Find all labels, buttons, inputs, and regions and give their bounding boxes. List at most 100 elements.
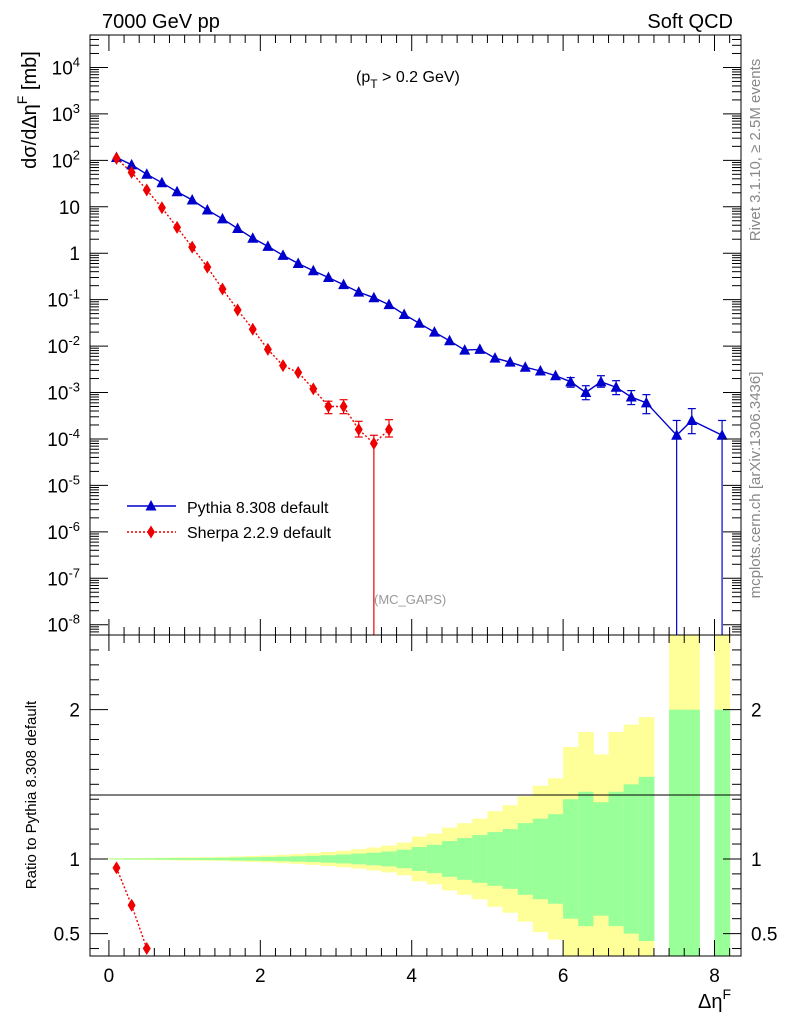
pythia-point [489,352,501,363]
main-y-tick-label: 10 [59,198,80,219]
pythia-point [186,193,198,205]
ratio-inner-band [502,829,519,889]
main-y-tick-label: 104 [52,54,80,79]
ratio-inner-band [547,814,564,904]
pythia-point [201,204,213,215]
ratio-inner-band [336,854,352,864]
legend: Pythia 8.308 default Sherpa 2.2.9 defaul… [127,500,332,542]
pythia-point [610,381,622,392]
pythia-point [353,286,365,297]
legend-pythia-marker [145,500,157,511]
ratio-x-axis: 0 2 4 6 8 [104,635,731,987]
ratio-y-tick-label: 2 [69,701,80,722]
pythia-point [474,343,486,354]
main-y-axis: 10-8 10-7 10-6 10-5 10-4 10-3 10-2 10-1 1 10 102 10… [47,34,741,637]
main-y-tick-label: 10-1 [47,287,80,312]
ratio-inner-band [366,852,382,866]
ratio-inner-band [714,709,731,956]
pythia-point [216,212,228,224]
ratio-inner-band [154,858,170,860]
sherpa-point [127,165,136,179]
pythia-point [625,391,637,402]
main-panel: 10-8 10-7 10-6 10-5 10-4 10-3 10-2 10-1 1 10 102 10… [47,34,742,637]
ratio-y-tick-label-right: 2 [751,701,762,722]
ratio-inner-band [396,849,413,869]
sherpa-line [116,157,390,445]
ratio-inner-band [563,799,579,919]
pythia-point [277,249,289,260]
ratio-inner-band [487,832,504,886]
main-y-tick-label: 10-4 [47,426,80,451]
pythia-point [232,222,244,234]
ratio-y-tick-label-right: 0.5 [751,925,777,946]
ratio-inner-band [351,853,367,865]
gaps-annotation: (MC_GAPS) [374,592,446,607]
sherpa-point [309,382,318,396]
legend-sherpa-label: Sherpa 2.2.9 default [187,525,332,542]
pythia-point [459,344,471,355]
sherpa-point [203,260,212,274]
main-x-ticks [108,35,731,635]
pythia-point [428,326,440,337]
beam-label: 7000 GeV pp [102,11,220,33]
main-y-tick-label: 10-5 [47,472,80,497]
ratio-inner-band [260,857,276,861]
ratio-inner-band [608,791,625,927]
ratio-inner-band [669,709,685,956]
sherpa-point [369,436,378,450]
ratio-y-tick-label: 0.5 [54,925,80,946]
pythia-point [141,168,153,179]
ratio-inner-band [593,802,610,916]
sherpa-point [142,183,151,197]
main-y-tick-label: 10-3 [47,380,80,405]
ratio-series-group [112,861,151,956]
main-y-tick-label: 10-6 [47,519,80,544]
x-tick-label: 6 [558,966,569,987]
pythia-point [368,291,380,303]
pythia-point [262,240,274,251]
ratio-inner-band [532,818,549,900]
main-y-tick-label: 102 [52,147,80,172]
pythia-point [247,232,259,243]
main-series-group [110,151,728,635]
ratio-y-axis: 0.5 0.5 1 1 2 2 [54,649,777,950]
ratio-inner-band [124,858,140,860]
ratio-inner-band [184,858,201,860]
ratio-inner-band [108,858,125,860]
pythia-point [126,158,138,170]
ratio-inner-band [472,835,488,883]
pythia-point [398,308,410,319]
xlabel: ΔηF [698,986,731,1013]
pythia-point [383,298,395,310]
ratio-sherpa-point [142,942,151,956]
source-label: mcplots.cern.ch [arXiv:1306.3436] [747,372,764,599]
sherpa-point [339,399,348,413]
pythia-point [534,365,546,376]
pythia-point [640,396,652,408]
ratio-sherpa-point [112,861,121,875]
sherpa-point [157,201,166,215]
x-tick-label: 2 [255,966,266,987]
ratio-inner-band [199,857,216,860]
ratio-bands [108,635,731,956]
pythia-point [444,334,456,346]
x-tick-label: 0 [104,966,115,987]
sherpa-point [324,399,333,413]
pythia-point [519,361,531,372]
main-frame [89,34,742,636]
sherpa-point [188,240,197,254]
x-tick-label: 4 [406,966,417,987]
ratio-inner-band [578,791,594,927]
pythia-point [292,257,304,269]
ratio-inner-band [320,855,337,863]
legend-pythia-label: Pythia 8.308 default [187,500,329,517]
main-y-tick-label: 10-7 [47,565,80,590]
ratio-inner-band [290,856,307,862]
svg-text:ΔηF: ΔηF [698,986,731,1013]
sherpa-point [112,151,121,165]
process-label: Soft QCD [647,11,733,33]
pythia-point [686,414,698,425]
ratio-ylabel: Ratio to Pythia 8.308 default [23,700,40,889]
ratio-inner-band [684,709,700,956]
